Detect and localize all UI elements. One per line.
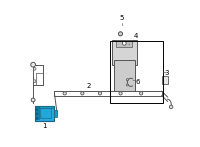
Circle shape xyxy=(169,105,173,109)
Circle shape xyxy=(36,108,38,111)
Bar xyxy=(35,107,39,119)
Circle shape xyxy=(126,84,128,86)
Text: 5: 5 xyxy=(119,15,124,26)
Bar xyxy=(39,106,54,108)
Text: 2: 2 xyxy=(81,83,90,91)
Circle shape xyxy=(118,32,123,36)
Circle shape xyxy=(33,80,36,82)
Bar xyxy=(35,106,54,121)
Circle shape xyxy=(63,92,66,95)
Circle shape xyxy=(98,92,102,95)
Circle shape xyxy=(81,92,84,95)
Circle shape xyxy=(126,79,128,81)
Circle shape xyxy=(36,117,38,119)
Text: 3: 3 xyxy=(165,70,169,76)
Text: 6: 6 xyxy=(133,79,140,85)
Text: 4: 4 xyxy=(129,33,138,45)
Circle shape xyxy=(140,92,143,95)
Text: 1: 1 xyxy=(40,115,46,129)
Circle shape xyxy=(122,41,126,45)
Circle shape xyxy=(119,92,122,95)
Bar xyxy=(112,40,137,65)
Circle shape xyxy=(33,67,36,70)
Circle shape xyxy=(31,62,35,67)
Bar xyxy=(116,40,132,47)
Bar xyxy=(110,41,163,103)
Circle shape xyxy=(36,113,38,115)
Bar xyxy=(40,108,51,118)
Bar xyxy=(54,110,57,117)
Bar xyxy=(114,60,135,91)
Bar xyxy=(162,76,168,84)
Circle shape xyxy=(31,98,35,102)
